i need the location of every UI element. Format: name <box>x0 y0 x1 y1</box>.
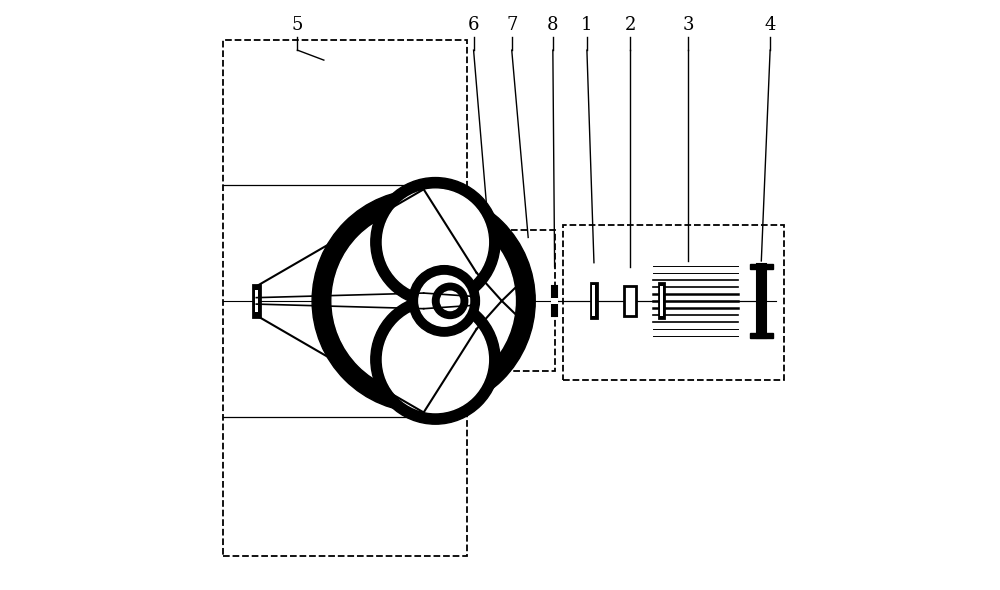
Bar <box>660 286 663 316</box>
Bar <box>624 286 636 316</box>
Text: 7: 7 <box>506 16 517 34</box>
Bar <box>750 264 773 268</box>
Text: 3: 3 <box>682 16 694 34</box>
Circle shape <box>382 189 488 295</box>
Bar <box>591 283 597 319</box>
Text: 6: 6 <box>468 16 479 34</box>
Text: 1: 1 <box>581 16 593 34</box>
Bar <box>563 225 784 380</box>
Bar <box>475 231 555 371</box>
Circle shape <box>332 209 515 392</box>
Circle shape <box>409 266 479 336</box>
Text: 8: 8 <box>547 16 559 34</box>
Circle shape <box>432 283 468 319</box>
Text: 2: 2 <box>625 16 636 34</box>
Circle shape <box>371 178 500 307</box>
Circle shape <box>312 189 535 412</box>
Bar <box>253 285 260 317</box>
Bar <box>757 264 766 337</box>
Bar <box>552 286 557 316</box>
Bar <box>255 290 258 312</box>
Bar <box>592 286 595 316</box>
Circle shape <box>440 291 460 310</box>
Bar <box>659 283 664 319</box>
Bar <box>551 297 558 304</box>
Circle shape <box>419 276 470 326</box>
Text: 5: 5 <box>292 16 303 34</box>
Bar <box>223 40 467 556</box>
Circle shape <box>371 295 500 424</box>
Bar <box>750 333 773 337</box>
Text: 4: 4 <box>764 16 776 34</box>
Circle shape <box>382 307 488 412</box>
